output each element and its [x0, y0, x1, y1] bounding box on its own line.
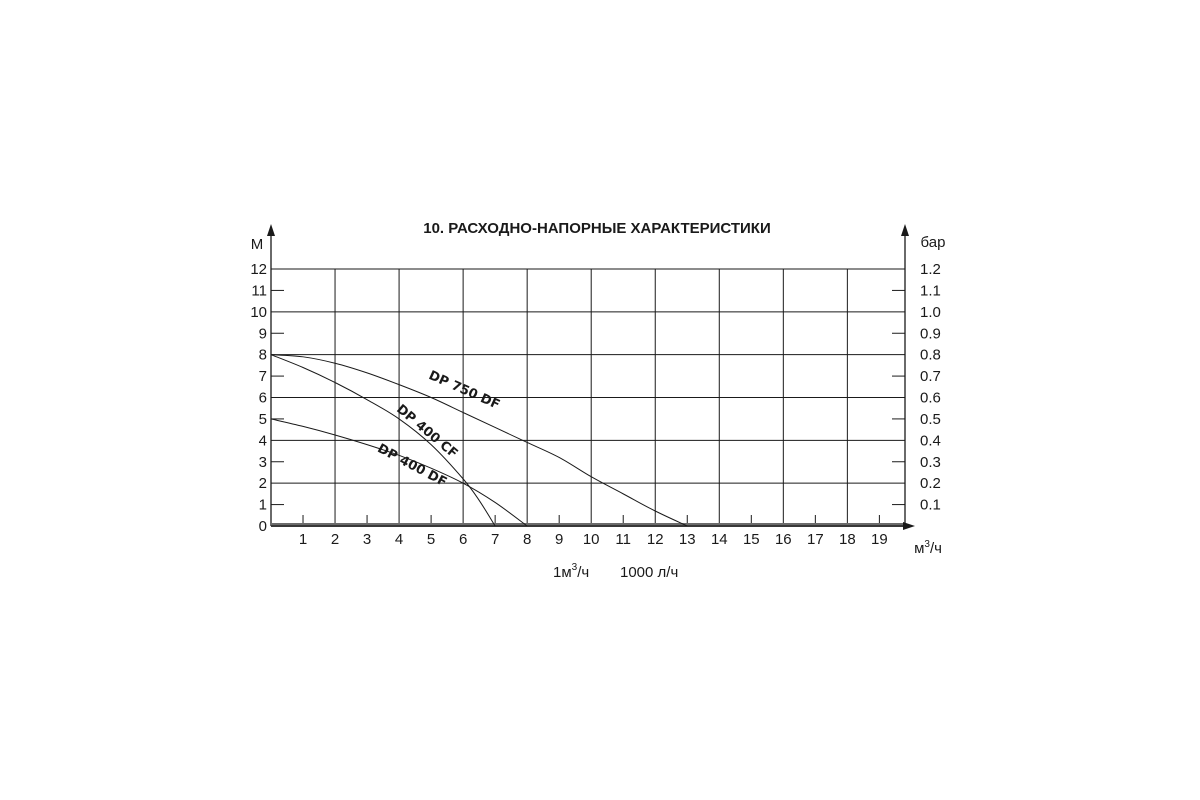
x-axis-unit-label: м3/ч	[914, 539, 942, 557]
y-tick-label-left: 11	[251, 282, 267, 299]
x-tick-label: 6	[459, 531, 467, 548]
chart-title: 10. РАСХОДНО-НАПОРНЫЕ ХАРАКТЕРИСТИКИ	[423, 220, 770, 237]
x-tick-label: 3	[363, 531, 371, 548]
x-tick-label: 14	[711, 531, 728, 548]
y-tick-label-right: 1.1	[920, 282, 941, 299]
x-tick-label: 16	[775, 531, 792, 548]
x-tick-label: 9	[555, 531, 563, 548]
y-tick-label-left: 7	[259, 368, 267, 385]
y-tick-label-right: 0.3	[920, 454, 941, 471]
x-axis-arrow	[903, 522, 915, 530]
curves	[270, 354, 688, 527]
y-tick-label-left: 10	[250, 304, 267, 321]
y-tick-label-left: 6	[259, 390, 267, 407]
y-tick-label-left: 1	[259, 497, 267, 514]
x-tick-label: 10	[583, 531, 600, 548]
y-tick-label-right: 1.2	[920, 261, 941, 278]
x-tick-label: 7	[491, 531, 499, 548]
x-tick-label: 5	[427, 531, 435, 548]
y-tick-label-right: 0.8	[920, 347, 941, 364]
y-tick-label-right: 0.7	[920, 368, 941, 385]
y-tick-label-right: 0.5	[920, 411, 941, 428]
conversion-note-right: 1000 л/ч	[620, 564, 678, 581]
x-axis-bar	[271, 523, 905, 527]
y-tick-label-right: 0.1	[920, 497, 941, 514]
y-tick-label-left: 8	[259, 347, 267, 364]
y-axis-left-label: М	[251, 236, 264, 253]
x-tick-label: 12	[647, 531, 664, 548]
tick-labels: 01234567891011120.10.20.30.40.50.60.70.8…	[250, 261, 941, 548]
conversion-note-left: 1м3/ч	[553, 562, 589, 581]
y-tick-label-left: 5	[259, 411, 267, 428]
x-tick-label: 18	[839, 531, 856, 548]
x-tick-label: 2	[331, 531, 339, 548]
curve-dp-400-df	[270, 418, 528, 527]
y-tick-label-left: 3	[259, 454, 267, 471]
x-tick-label: 8	[523, 531, 531, 548]
curve-dp-400-cf	[270, 354, 496, 527]
y-tick-label-left: 12	[250, 261, 267, 278]
x-tick-label: 4	[395, 531, 403, 548]
y-tick-label-left: 4	[259, 432, 267, 449]
y-tick-label-right: 0.2	[920, 475, 941, 492]
x-tick-label: 1	[299, 531, 307, 548]
x-tick-label: 19	[871, 531, 888, 548]
y-axis-right-label: бар	[921, 234, 946, 251]
y-tick-label-left: 2	[259, 475, 267, 492]
y-axis-right-arrow	[901, 224, 909, 236]
grid	[271, 268, 905, 526]
y-tick-label-right: 0.4	[920, 432, 941, 449]
y-axis-left-arrow	[267, 224, 275, 236]
curve-dp-750-df	[270, 354, 688, 527]
y-tick-label-right: 1.0	[920, 304, 941, 321]
y-tick-label-left: 9	[259, 325, 267, 342]
axes	[267, 224, 915, 530]
y-tick-label-right: 0.6	[920, 390, 941, 407]
y-tick-label-left: 0	[259, 518, 267, 535]
x-tick-label: 15	[743, 531, 760, 548]
x-tick-label: 11	[615, 531, 631, 548]
y-tick-label-right: 0.9	[920, 325, 941, 342]
x-tick-label: 17	[807, 531, 824, 548]
x-tick-label: 13	[679, 531, 696, 548]
series-label-dp-750-df: DP 750 DF	[426, 368, 502, 413]
